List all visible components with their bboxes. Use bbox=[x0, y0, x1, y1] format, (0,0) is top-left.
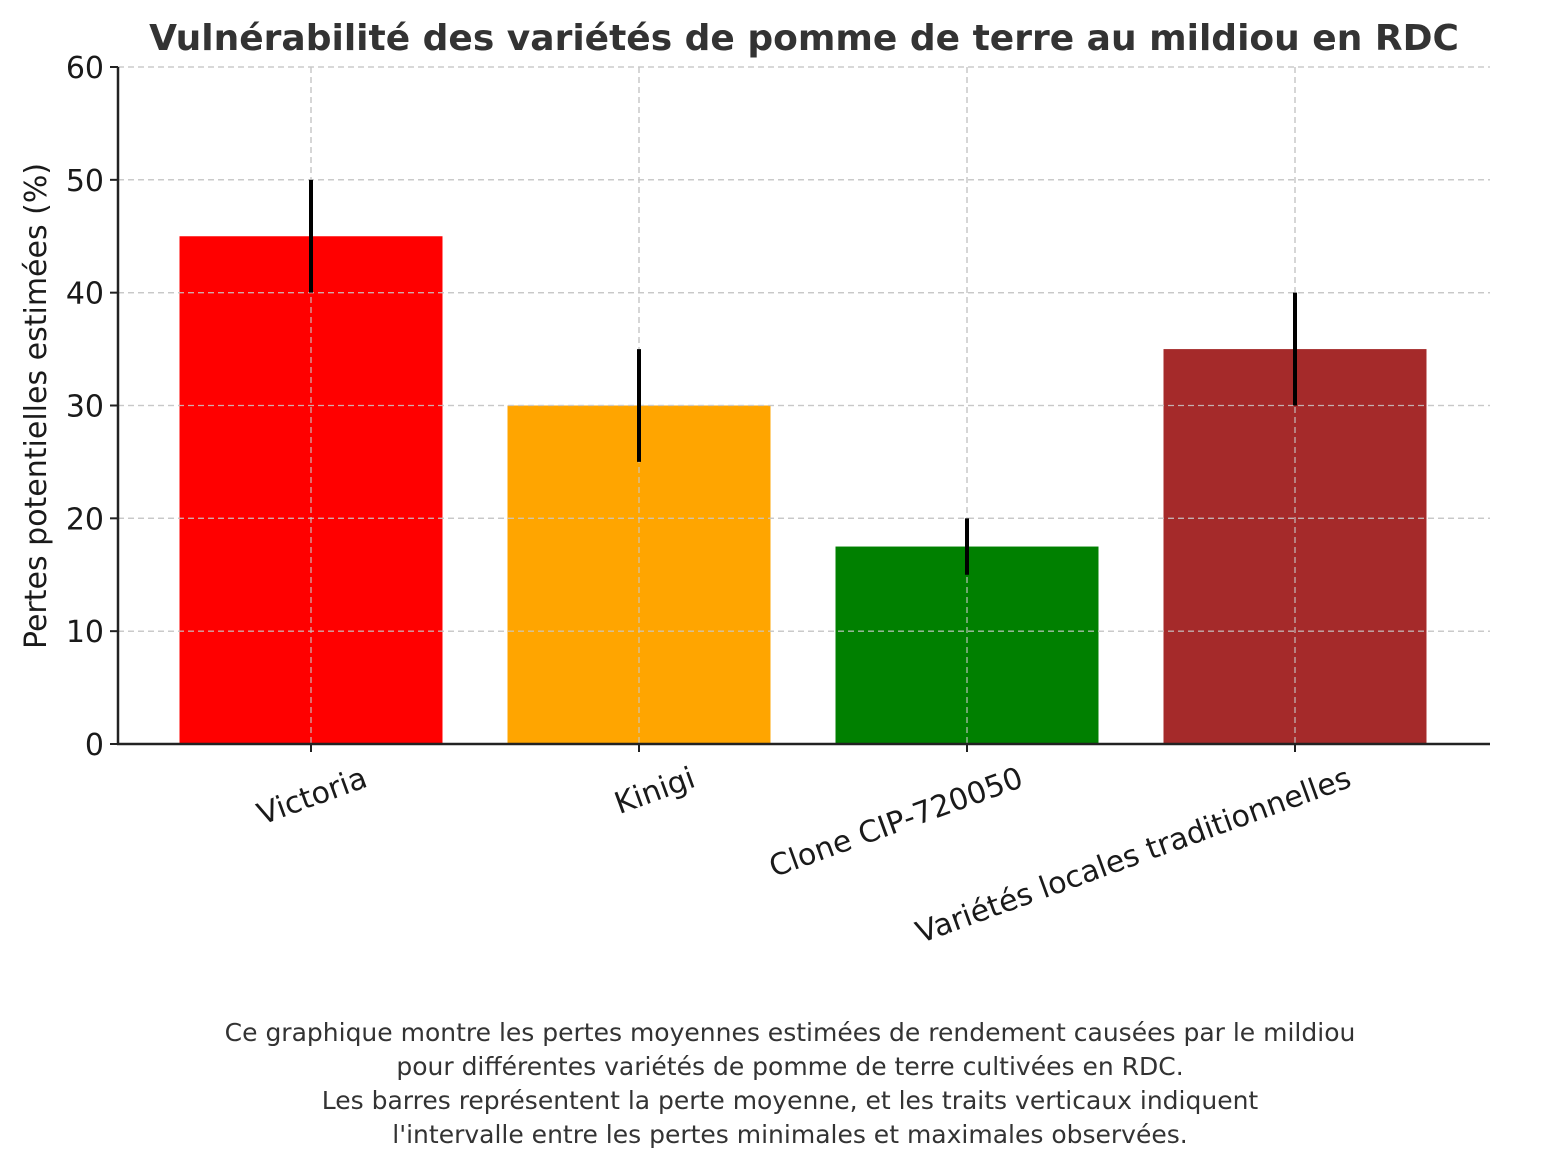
grid-overlay bbox=[118, 66, 1490, 744]
caption-line: Ce graphique montre les pertes moyennes … bbox=[224, 1018, 1356, 1047]
caption-line: Les barres représentent la perte moyenne… bbox=[321, 1086, 1259, 1115]
y-tick-label: 50 bbox=[66, 164, 104, 199]
y-tick-label: 30 bbox=[66, 390, 104, 425]
y-tick-label: 0 bbox=[85, 728, 104, 763]
x-tick-label: Clone CIP-720050 bbox=[765, 761, 1028, 885]
caption-line: pour différentes variétés de pomme de te… bbox=[396, 1052, 1184, 1081]
chart-caption: Ce graphique montre les pertes moyennes … bbox=[0, 1016, 1561, 1152]
y-axis-label: Pertes potentielles estimées (%) bbox=[19, 163, 54, 649]
x-tick-label: Kinigi bbox=[610, 761, 700, 822]
y-tick-label: 20 bbox=[66, 502, 104, 537]
bars bbox=[179, 236, 1427, 744]
bar bbox=[835, 546, 1099, 744]
caption-line: l'intervalle entre les pertes minimales … bbox=[392, 1120, 1188, 1149]
y-tick-label: 40 bbox=[66, 277, 104, 312]
chart-title: Vulnérabilité des variétés de pomme de t… bbox=[149, 18, 1459, 59]
x-tick-label: Victoria bbox=[253, 761, 372, 833]
y-tick-label: 10 bbox=[66, 615, 104, 650]
y-tick-label: 60 bbox=[66, 51, 104, 86]
error-bars bbox=[309, 179, 1297, 575]
